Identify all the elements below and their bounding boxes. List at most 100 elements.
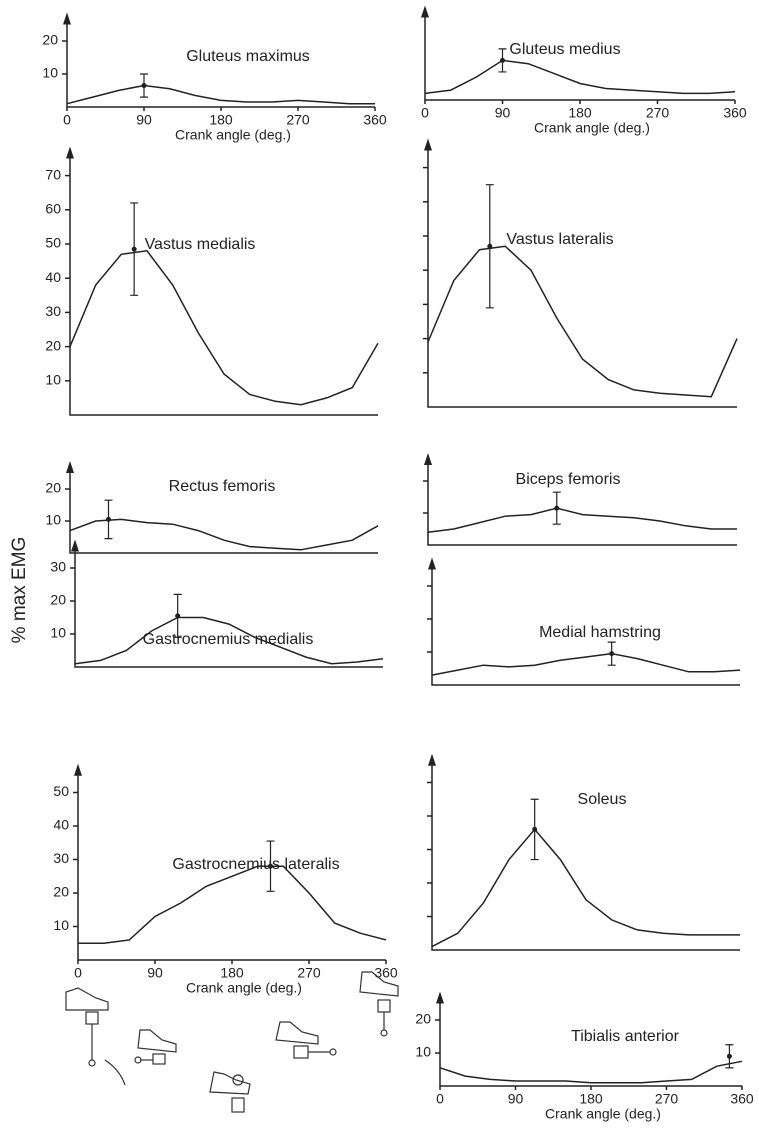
error-bar: [498, 48, 507, 73]
y-tick-label: 20: [45, 480, 61, 496]
y-tick-label: 40: [45, 269, 61, 285]
x-tick-label: 180: [209, 112, 233, 128]
panel: Gluteus maximus 10 20 0 90 180 270 360 Crank ang…: [42, 12, 387, 143]
x-tick-label: 0: [436, 1091, 444, 1107]
emg-line: [439, 1060, 743, 1084]
axis-arrow: [428, 557, 436, 570]
error-bar: [266, 840, 275, 892]
x-tick-label: 90: [508, 1091, 524, 1107]
panel: Rectus femoris 10 20: [45, 461, 379, 554]
emg-line: [431, 828, 740, 948]
panel: Gastrocnemius medialis 10 20 30: [50, 539, 384, 668]
x-tick-label: 0: [63, 112, 71, 128]
x-tick-label: 360: [374, 965, 398, 981]
error-bar: [130, 202, 139, 296]
panel-title: Gastrocnemius lateralis: [172, 856, 339, 873]
y-tick-label: 20: [45, 337, 61, 353]
axis-arrow: [436, 991, 444, 1004]
emg-line: [427, 507, 737, 533]
y-tick-label: 10: [50, 625, 66, 641]
x-tick-label: 180: [568, 105, 592, 121]
panel: Gastrocnemius lateralis 10 20 30 40 50 0 90 180 2…: [53, 763, 398, 996]
emg-line: [69, 249, 379, 406]
y-tick-label: 10: [45, 372, 61, 388]
axis-arrow: [71, 539, 79, 552]
x-axis-label: Crank angle (deg.): [545, 1106, 661, 1122]
x-axis-label: Crank angle (deg.): [186, 980, 302, 996]
x-tick-label: 180: [579, 1091, 603, 1107]
x-tick-label: 360: [723, 105, 747, 121]
error-bar-mean: [175, 613, 181, 619]
panel-title: Gastrocnemius medialis: [143, 631, 314, 648]
y-tick-label: 30: [50, 559, 66, 575]
x-tick-label: 270: [297, 965, 321, 981]
axis-arrow: [74, 763, 82, 776]
axes: [69, 465, 378, 554]
panel: Biceps femoris: [423, 453, 737, 546]
panel-title: Medial hamstring: [539, 624, 661, 641]
panel-title: Gluteus medius: [509, 41, 620, 58]
emg-line: [427, 245, 738, 398]
pedal-icons: [65, 971, 399, 1113]
panel: Vastus medialis 10 20 30 40 50 60 70: [45, 146, 379, 416]
y-axis-label: % max EMG: [9, 537, 30, 644]
y-tick-label: 20: [50, 592, 66, 608]
x-tick-label: 270: [655, 1091, 679, 1107]
y-tick-label: 60: [45, 201, 61, 217]
panel-title: Vastus lateralis: [506, 231, 613, 248]
error-bar: [607, 641, 616, 666]
y-tick-label: 10: [42, 65, 58, 81]
panel-title: Biceps femoris: [516, 471, 621, 488]
error-bar: [104, 499, 113, 540]
y-tick-label: 20: [42, 32, 58, 48]
x-tick-label: 360: [363, 112, 387, 128]
error-bar: [140, 73, 148, 98]
x-tick-label: 270: [646, 105, 670, 121]
error-bar: [530, 798, 539, 861]
x-tick-label: 360: [730, 1091, 754, 1107]
x-tick-label: 0: [74, 965, 82, 981]
error-bar-mean: [141, 83, 147, 89]
error-bar-mean: [131, 246, 137, 252]
x-tick-label: 90: [136, 112, 152, 128]
error-bar: [552, 491, 561, 525]
x-tick-label: 270: [286, 112, 310, 128]
axis-arrow: [424, 453, 432, 465]
axes: [431, 561, 740, 686]
y-tick-label: 70: [45, 166, 61, 182]
y-tick-label: 50: [53, 783, 69, 799]
error-bar-mean: [487, 243, 493, 249]
axis-arrow: [66, 461, 74, 473]
error-bar: [485, 184, 494, 309]
panel-title: Rectus femoris: [169, 478, 276, 495]
panel-title: Tibialis anterior: [571, 1028, 680, 1045]
x-axis-label: Crank angle (deg.): [534, 120, 650, 136]
emg-line: [424, 59, 736, 95]
emg-line: [74, 616, 384, 665]
y-tick-label: 10: [53, 917, 69, 933]
emg-line: [431, 652, 741, 676]
axis-arrow: [428, 753, 436, 766]
panel: Tibialis anterior 10 20 0 90 180 270 360 Crank a…: [415, 991, 754, 1122]
error-bar-mean: [500, 57, 505, 63]
y-tick-label: 30: [45, 303, 61, 319]
panel-title: Vastus medialis: [145, 236, 256, 253]
x-tick-label: 90: [147, 965, 163, 981]
x-tick-label: 90: [495, 105, 511, 121]
x-tick-label: 180: [220, 965, 244, 981]
axis-arrow: [421, 5, 429, 18]
axis-arrow: [66, 146, 74, 159]
y-tick-label: 10: [415, 1044, 431, 1060]
panel: Vastus lateralis: [423, 138, 738, 408]
axes: [69, 150, 378, 416]
panel-title: Soleus: [578, 791, 627, 808]
axis-arrow: [424, 138, 432, 151]
panel: Gluteus medius 0 90 180 270 360 Crank angle (d…: [421, 5, 747, 136]
emg-line: [66, 84, 375, 105]
error-bar-mean: [268, 863, 273, 869]
error-bar-mean: [106, 516, 111, 522]
emg-line: [69, 518, 379, 551]
error-bar: [725, 1044, 734, 1069]
y-tick-label: 10: [45, 512, 61, 528]
